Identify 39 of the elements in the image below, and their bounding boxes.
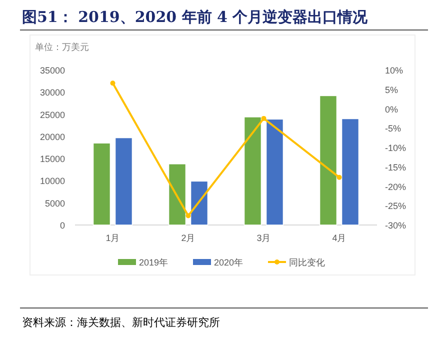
- y-axis-title: 单位：万美元: [35, 42, 89, 52]
- bar: [266, 118, 284, 226]
- y-tick-label: 20000: [40, 132, 65, 142]
- y-tick-label: 25000: [40, 110, 65, 120]
- bar: [168, 163, 186, 226]
- point: [186, 213, 191, 218]
- text: 资料来源：海关数据、新时代证券研究所: [22, 316, 220, 329]
- y2-tick-label: -10%: [385, 143, 406, 153]
- y2-tick-label: -5%: [385, 124, 402, 134]
- bar: [341, 118, 360, 226]
- y2-tick-label: 0%: [385, 104, 398, 114]
- y-tick-label: 35000: [40, 66, 65, 76]
- bar: [244, 116, 262, 226]
- y-tick-label: 30000: [40, 88, 65, 98]
- x-tick-label: 1月: [106, 233, 120, 243]
- point: [110, 80, 116, 86]
- y2-tick-label: 10%: [385, 66, 404, 76]
- y-tick-label: 10000: [40, 176, 65, 186]
- bar: [319, 95, 338, 226]
- point: [336, 174, 342, 180]
- legend-label: 2019年: [139, 258, 168, 268]
- y2-tick-label: -30%: [385, 220, 406, 230]
- bar: [190, 180, 208, 226]
- legend-label: 同比变化: [289, 258, 325, 268]
- y2-tick-label: -15%: [385, 162, 406, 172]
- y2-tick-label: -20%: [385, 182, 406, 192]
- chart-title: 图51： 2019、2020 年前 4 个月逆变器出口情况: [22, 8, 369, 26]
- y-tick-label: 15000: [40, 154, 65, 164]
- bar: [92, 142, 111, 226]
- legend-label: 2020年: [214, 258, 244, 268]
- y-tick-label: 5000: [44, 198, 65, 208]
- bar: [114, 137, 133, 226]
- point: [261, 116, 266, 121]
- y2-tick-label: -25%: [385, 201, 406, 212]
- x-tick-label: 4月: [332, 233, 346, 243]
- x-tick-label: 2月: [181, 233, 196, 243]
- x-tick-label: 3月: [256, 233, 271, 243]
- y-tick-label: 0: [60, 220, 65, 230]
- y2-tick-label: 5%: [385, 84, 398, 95]
